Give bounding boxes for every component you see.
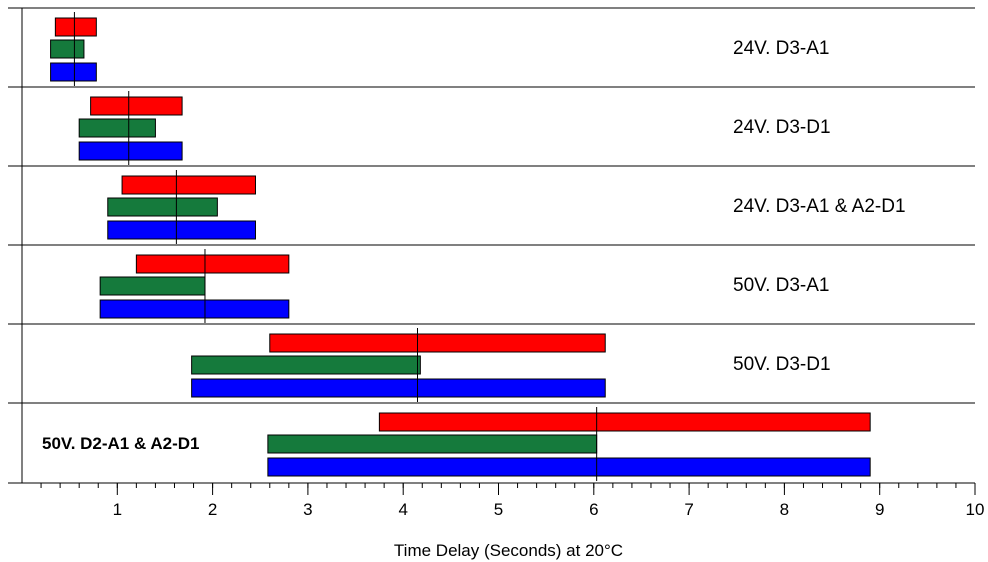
- x-tick-label: 5: [494, 500, 503, 519]
- group-label: 50V. D2-A1 & A2-D1: [42, 434, 199, 453]
- group-label: 24V. D3-D1: [733, 117, 831, 138]
- range-bar: [107, 220, 256, 240]
- marker-lines: [73, 12, 598, 481]
- range-bar: [99, 299, 290, 319]
- range-bar: [267, 434, 598, 454]
- range-bar: [78, 141, 183, 161]
- x-tick-label: 7: [684, 500, 693, 519]
- bars-layer: [50, 17, 871, 477]
- group-labels: 24V. D3-A1 24V. D3-D1 24V. D3-A1 & A2-D1 50…: [42, 38, 906, 453]
- range-bar: [378, 412, 871, 432]
- x-tick-label: 10: [966, 500, 985, 519]
- group-label: 50V. D3-D1: [733, 354, 831, 375]
- range-bar: [121, 175, 256, 195]
- range-bar: [78, 118, 156, 138]
- range-bar: [269, 333, 606, 353]
- x-axis-title: Time Delay (Seconds) at 20°C: [394, 541, 623, 560]
- range-bar: [50, 39, 85, 59]
- group-label: 24V. D3-A1: [733, 38, 829, 59]
- range-bar: [99, 276, 206, 296]
- x-tick-label: 6: [589, 500, 598, 519]
- group-label: 24V. D3-A1 & A2-D1: [733, 196, 906, 217]
- range-bar: [54, 17, 97, 37]
- range-bar: [107, 197, 218, 217]
- group-separators: [8, 7, 975, 404]
- x-tick-label: 8: [780, 500, 789, 519]
- group-label: 50V. D3-A1: [733, 275, 829, 296]
- x-tick-label: 4: [398, 500, 407, 519]
- range-bar: [191, 355, 421, 375]
- range-bar: [50, 62, 97, 82]
- range-bar: [90, 96, 183, 116]
- range-bar: [267, 457, 871, 477]
- range-bar: [191, 378, 606, 398]
- x-tick-label: 9: [875, 500, 884, 519]
- x-tick-label: 2: [208, 500, 217, 519]
- x-axis: 1 2 3 4 5 6 7 8 9 10: [8, 8, 984, 519]
- x-tick-label: 3: [303, 500, 312, 519]
- x-tick-label: 1: [113, 500, 122, 519]
- range-bar: [135, 254, 290, 274]
